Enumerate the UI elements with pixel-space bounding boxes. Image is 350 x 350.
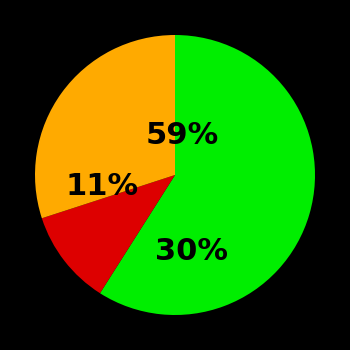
Text: 30%: 30% xyxy=(155,238,228,266)
Text: 11%: 11% xyxy=(66,172,139,201)
Text: 59%: 59% xyxy=(145,121,219,150)
Wedge shape xyxy=(42,175,175,293)
Wedge shape xyxy=(100,35,315,315)
Wedge shape xyxy=(35,35,175,218)
